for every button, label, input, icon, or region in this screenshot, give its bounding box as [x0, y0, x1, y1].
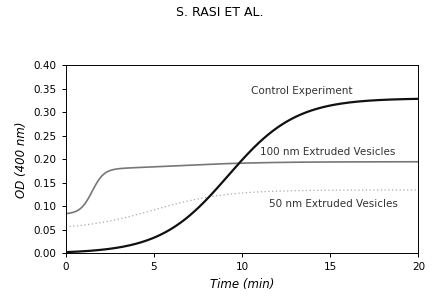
X-axis label: Time (min): Time (min)	[210, 278, 274, 291]
Text: Control Experiment: Control Experiment	[251, 86, 352, 96]
Text: S. RASI ET AL.: S. RASI ET AL.	[176, 6, 264, 19]
Text: 50 nm Extruded Vesicles: 50 nm Extruded Vesicles	[268, 199, 397, 209]
Y-axis label: OD (400 nm): OD (400 nm)	[15, 121, 28, 198]
Text: 100 nm Extruded Vesicles: 100 nm Extruded Vesicles	[260, 147, 395, 157]
